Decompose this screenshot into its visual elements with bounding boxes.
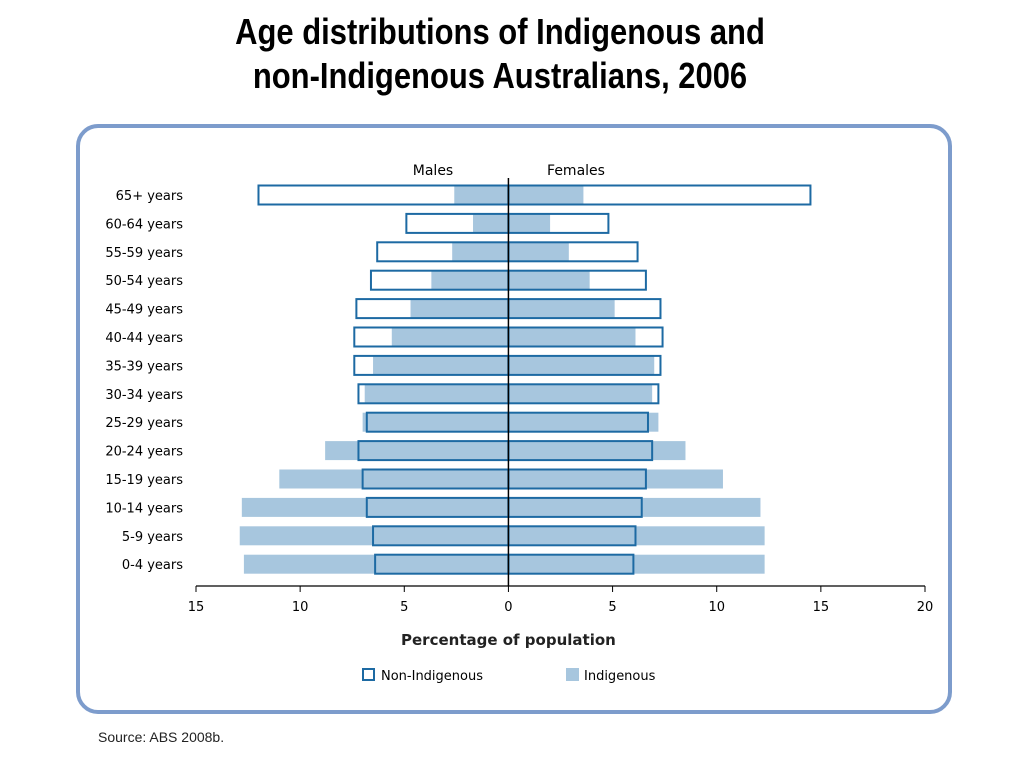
category-label: 5-9 years (122, 530, 183, 545)
category-label: 45-49 years (105, 303, 183, 318)
category-label: 40-44 years (105, 331, 183, 346)
indigenous-female-bar (508, 469, 723, 489)
indigenous-male-bar (362, 412, 509, 432)
x-tick-label: 5 (608, 600, 616, 615)
x-tick-label: 5 (400, 600, 408, 615)
x-tick-label: 15 (813, 600, 830, 615)
x-tick-label: 10 (292, 600, 309, 615)
indigenous-female-bar (508, 355, 655, 375)
population-pyramid-chart: 0-4 years 5-9 years 10-14 years 15-19 years… (105, 163, 934, 684)
legend-label: Indigenous (584, 669, 656, 684)
x-tick-label: 10 (708, 600, 725, 615)
indigenous-male-bar (431, 270, 509, 290)
chart-panel: 0-4 years 5-9 years 10-14 years 15-19 years… (76, 124, 952, 714)
females-label: Females (547, 163, 605, 179)
indigenous-male-bar (391, 327, 509, 347)
indigenous-female-bar (508, 554, 765, 574)
category-label: 50-54 years (105, 274, 183, 289)
indigenous-female-bar (508, 327, 636, 347)
category-label: 0-4 years (122, 558, 183, 573)
indigenous-male-bar (325, 441, 509, 461)
indigenous-male-bar (410, 299, 509, 319)
page-title-line-1: Age distributions of Indigenous and (235, 11, 765, 52)
category-label: 15-19 years (105, 473, 183, 488)
indigenous-female-bar (508, 441, 686, 461)
x-tick-label: 15 (188, 600, 205, 615)
indigenous-female-bar (508, 497, 761, 517)
indigenous-male-bar (279, 469, 509, 489)
source-note: Source: ABS 2008b. (98, 729, 224, 745)
indigenous-male-bar (243, 554, 509, 574)
x-tick-label: 20 (917, 600, 934, 615)
legend-swatch-non-indigenous (362, 668, 375, 681)
category-label: 25-29 years (105, 416, 183, 431)
legend-swatch-indigenous (566, 668, 579, 681)
indigenous-female-bar (508, 185, 584, 205)
indigenous-female-bar (508, 526, 765, 546)
source-label: Source: (98, 729, 147, 745)
indigenous-female-bar (508, 213, 551, 233)
category-label: 55-59 years (105, 246, 183, 261)
category-label: 30-34 years (105, 388, 183, 403)
source-text: ABS 2008b. (149, 729, 225, 745)
category-label: 65+ years (116, 189, 184, 204)
page-title-line-2: non-Indigenous Australians, 2006 (252, 55, 748, 96)
indigenous-male-bar (241, 497, 509, 517)
indigenous-male-bar (454, 185, 509, 205)
category-label: 10-14 years (105, 501, 183, 516)
indigenous-female-bar (508, 242, 569, 262)
indigenous-male-bar (364, 384, 509, 404)
indigenous-male-bar (373, 355, 509, 375)
indigenous-male-bar (239, 526, 509, 546)
legend-label: Non-Indigenous (381, 669, 483, 684)
indigenous-female-bar (508, 270, 590, 290)
category-label: 60-64 years (105, 217, 183, 232)
page-title: Age distributions of Indigenous and non-… (70, 10, 930, 98)
indigenous-male-bar (452, 242, 509, 262)
indigenous-female-bar (508, 384, 653, 404)
indigenous-female-bar (508, 412, 659, 432)
x-tick-label: 0 (504, 600, 512, 615)
x-axis-title: Percentage of population (401, 631, 616, 649)
category-label: 35-39 years (105, 359, 183, 374)
indigenous-female-bar (508, 299, 615, 319)
category-label: 20-24 years (105, 445, 183, 460)
indigenous-male-bar (473, 213, 509, 233)
males-label: Males (413, 163, 453, 179)
